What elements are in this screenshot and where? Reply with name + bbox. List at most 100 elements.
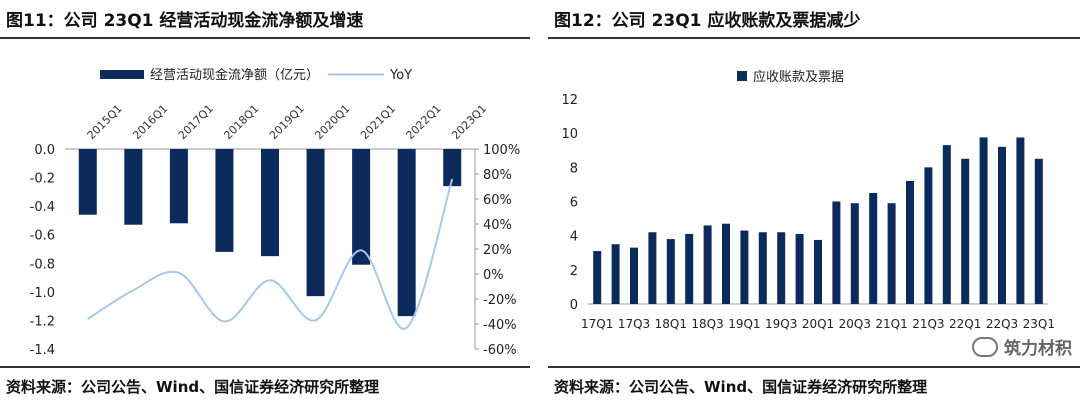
left-tick-label: -0.6 [30,229,55,244]
left-tick-label: -1.2 [30,314,55,329]
bar [703,225,712,304]
x-tick-label: 23Q1 [1023,317,1055,331]
x-tick-label: 19Q1 [728,317,760,331]
bar [685,233,694,304]
right-tick-label: 0% [483,268,504,283]
x-tick-label: 21Q1 [875,317,907,331]
left-tick-label: -1.0 [30,286,55,301]
y-tick-label: 12 [561,93,578,108]
figure-11: 图11：公司 23Q1 经营活动现金流净额及增速 经营活动现金流净额（亿元） Yo… [0,0,530,407]
bar [648,232,657,304]
y-tick-label: 0 [570,298,578,313]
bar [611,244,620,304]
figure-title: 图12：公司 23Q1 应收账款及票据减少 [554,11,861,31]
x-tick-label: 2020Q1 [312,102,352,142]
cashflow-chart: 经营活动现金流净额（亿元） YoY 2015Q1 2016Q1 2017Q1 2018Q1… [30,67,521,358]
bar [261,149,279,257]
bar [961,158,970,304]
title-rule [548,37,1080,39]
right-tick-label: -20% [483,293,517,308]
left-tick-label: 0.0 [34,143,55,158]
bar [979,137,988,304]
bar [1016,137,1025,304]
bar [306,149,325,297]
right-tick-label: 40% [483,218,512,233]
y-tick-label: 8 [570,161,578,176]
y-tick-label: 4 [570,230,578,245]
x-tick-label: 19Q3 [765,317,797,331]
legend-label: 应收账款及票据 [753,69,844,85]
x-tick-label: 20Q3 [839,317,871,331]
x-tick-label: 2017Q1 [176,102,216,142]
bar [722,223,730,304]
left-tick-label: -0.4 [30,200,55,215]
x-tick-label: 2015Q1 [85,102,125,142]
x-tick-label: 20Q1 [802,317,834,331]
bar [998,146,1006,304]
left-tick-label: -1.4 [30,343,55,358]
source-note: 资料来源：公司公告、Wind、国信证券经济研究所整理 [554,378,928,396]
x-tick-label: 22Q1 [949,317,981,331]
y-tick-label: 10 [561,127,578,142]
left-tick-label: -0.2 [30,172,55,187]
bar [1034,158,1043,304]
bar [666,239,675,304]
bar [397,149,416,317]
bar [593,251,602,304]
x-tick-label: 17Q3 [618,317,650,331]
bar [850,203,859,304]
x-tick-label: 2023Q1 [449,102,489,142]
title-rule [0,37,530,39]
figure-12: 图12：公司 23Q1 应收账款及票据减少 应收账款及票据 0 2 4 6 8 10 12 17… [548,0,1080,407]
receivables-chart: 应收账款及票据 0 2 4 6 8 10 12 17Q1 17Q3 18Q1 18Q3 19Q1 19Q3… [561,69,1055,331]
x-tick-label: 21Q3 [912,317,944,331]
bar [906,181,914,304]
right-tick-label: -40% [483,318,517,333]
source-note: 资料来源：公司公告、Wind、国信证券经济研究所整理 [6,378,380,396]
bar [814,239,822,304]
x-tick-label: 2021Q1 [358,102,398,142]
legend-swatch-bar [100,70,144,79]
bar [924,167,933,304]
x-tick-label: 2016Q1 [130,102,170,142]
bar [352,149,371,265]
bar [740,230,749,304]
watermark-text: 筑力材积 [1004,339,1072,359]
bar [869,192,878,304]
wechat-icon [972,337,998,357]
x-tick-label: 2022Q1 [404,102,444,142]
y-tick-label: 2 [570,264,578,279]
y-tick-label: 6 [570,196,578,211]
bar [795,233,804,304]
right-tick-label: 20% [483,243,512,258]
x-tick-label: 17Q1 [581,317,613,331]
right-tick-label: 100% [483,143,520,158]
bar [758,232,767,304]
source-rule [0,366,530,368]
x-tick-label: 18Q3 [691,317,723,331]
right-tick-label: 80% [483,168,512,183]
yoy-line [87,178,454,330]
figure-title: 图11：公司 23Q1 经营活动现金流净额及增速 [6,11,364,31]
bar [443,149,462,187]
bar [777,232,786,304]
bar [78,149,97,215]
bar [215,149,234,252]
bar [887,203,896,304]
x-tick-label: 2018Q1 [221,102,261,142]
x-tick-label: 22Q3 [986,317,1018,331]
legend-swatch [737,71,747,81]
bar [169,149,188,224]
bar [942,145,951,304]
bar [832,201,841,304]
bar [124,149,143,225]
left-tick-label: -0.8 [30,257,55,272]
watermark: 筑力材积 [972,334,1072,359]
legend-label-line: YoY [389,68,412,83]
bar [630,247,638,304]
x-tick-label: 2019Q1 [267,102,307,142]
right-tick-label: -60% [483,343,517,358]
right-tick-label: 60% [483,193,512,208]
source-rule [548,366,1080,368]
legend-label-bar: 经营活动现金流净额（亿元） [150,67,319,83]
